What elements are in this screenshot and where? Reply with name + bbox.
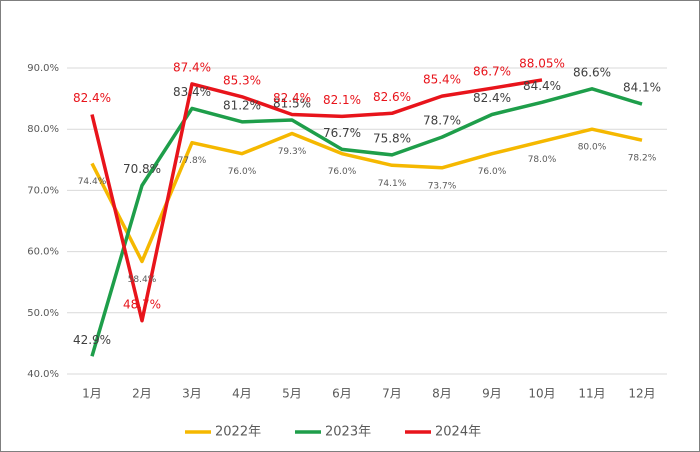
data-label: 76.0% [328,167,357,177]
data-label: 76.0% [478,167,507,177]
data-label: 42.9% [73,333,111,347]
data-label: 82.4% [73,91,111,105]
legend-label: 2022年 [215,425,261,440]
data-label: 82.4% [473,91,511,105]
x-tick-label: 7月 [382,387,402,401]
data-label: 83.4% [173,85,211,99]
data-label: 80.0% [578,143,607,153]
data-label: 76.0% [228,167,257,177]
data-label: 73.7% [428,181,457,191]
y-tick-label: 60.0% [27,247,59,258]
data-label: 85.4% [423,73,461,87]
x-tick-label: 1月 [82,387,102,401]
y-tick-label: 80.0% [27,124,59,135]
data-label: 82.1% [323,93,361,107]
data-label: 78.0% [528,155,557,165]
data-label: 74.4% [78,177,107,187]
data-label: 79.3% [278,147,307,157]
x-tick-label: 8月 [432,387,452,401]
x-tick-label: 12月 [628,387,655,401]
data-label: 74.1% [378,179,407,189]
y-tick-label: 90.0% [27,63,59,74]
x-tick-label: 5月 [282,387,302,401]
x-tick-label: 6月 [332,387,352,401]
data-label: 84.1% [623,81,661,95]
data-label: 86.6% [573,65,611,79]
x-tick-label: 4月 [232,387,252,401]
series-line [90,127,643,264]
x-tick-label: 10月 [528,387,555,401]
data-label: 82.4% [273,91,311,105]
data-label: 85.3% [223,73,261,87]
data-label: 75.8% [373,131,411,145]
legend-label: 2023年 [325,425,371,440]
x-tick-label: 11月 [578,387,605,401]
x-tick-label: 3月 [182,387,202,401]
data-label: 81.5% [273,97,311,111]
data-label: 58.4% [128,275,157,285]
x-tick-label: 2月 [132,387,152,401]
y-tick-label: 70.0% [27,185,59,196]
data-label: 84.4% [523,79,561,93]
data-label: 48.7% [123,297,161,311]
data-label: 82.6% [373,90,411,104]
y-tick-label: 40.0% [27,369,59,380]
y-tick-label: 50.0% [27,308,59,319]
data-label: 86.7% [473,65,511,79]
data-label: 88.05% [519,56,565,70]
data-label: 70.8% [123,162,161,176]
data-label: 78.7% [423,114,461,128]
data-label: 76.7% [323,126,361,140]
data-label: 87.4% [173,60,211,74]
data-label: 77.8% [178,156,207,166]
data-label: 78.2% [628,154,657,164]
x-tick-label: 9月 [482,387,502,401]
series-line [90,78,543,323]
data-label: 81.2% [223,98,261,112]
legend-label: 2024年 [435,425,481,440]
